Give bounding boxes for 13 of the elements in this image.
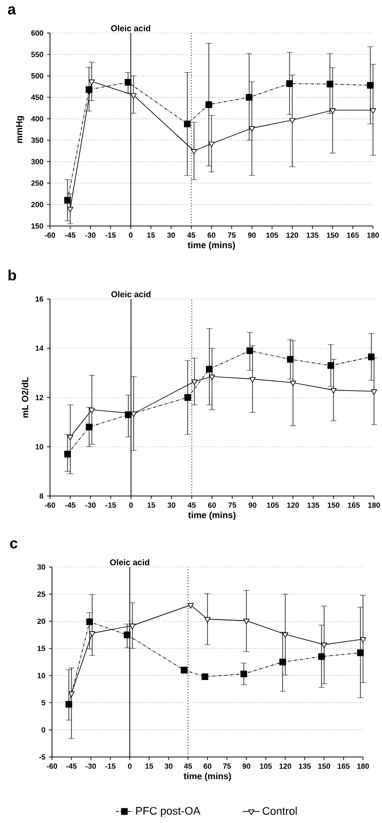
ref-line-label: Oleic acid bbox=[111, 291, 150, 298]
y-axis-title: mmHg bbox=[16, 116, 24, 143]
x-axis-title: time (mins) bbox=[188, 242, 235, 250]
chart-title: b bbox=[8, 270, 16, 280]
chart-title: a bbox=[8, 6, 16, 14]
ref-line-label: Oleic acid bbox=[111, 25, 150, 32]
x-axis-title: time (mins) bbox=[188, 512, 236, 520]
legend-label: Control bbox=[262, 806, 297, 815]
x-axis-title: time (mins) bbox=[184, 772, 231, 782]
y-axis-title: mL O2/dL bbox=[22, 377, 28, 418]
legend-label: PFC post-OA bbox=[136, 806, 200, 817]
ref-line-label: Oleic acid bbox=[110, 559, 150, 566]
chart-title: c bbox=[10, 540, 18, 548]
